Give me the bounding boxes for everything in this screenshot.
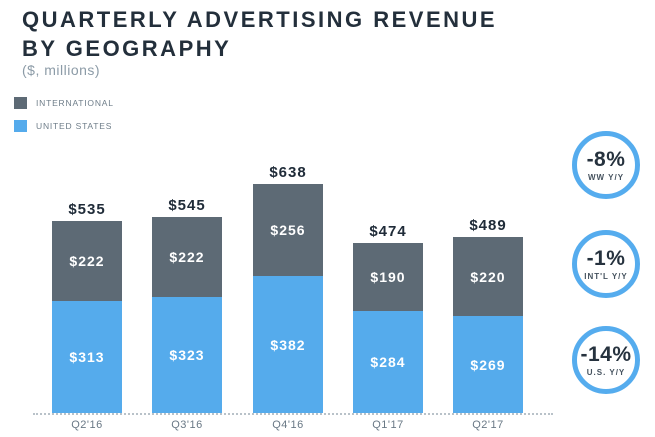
legend-item-united-states: UNITED STATES xyxy=(14,120,114,132)
bar-total-label: $474 xyxy=(369,223,407,240)
badge-label: WW Y/Y xyxy=(587,172,625,182)
bar-total-label: $535 xyxy=(68,201,106,218)
bar-segment-value: $382 xyxy=(270,336,306,353)
bar-segment-international: $256 xyxy=(253,184,323,276)
bar-segment-international: $222 xyxy=(52,221,122,301)
bar-segment-value: $222 xyxy=(169,249,205,265)
legend-label: INTERNATIONAL xyxy=(36,98,114,108)
legend-swatch-icon xyxy=(14,97,27,109)
page-title-line2: BY GEOGRAPHY xyxy=(22,36,232,61)
bar-segment-united-states: $382 xyxy=(253,276,323,413)
badge-label: U.S. Y/Y xyxy=(586,367,626,377)
yoy-badge-ww-y-y: -8% WW Y/Y xyxy=(572,131,640,199)
legend-item-international: INTERNATIONAL xyxy=(14,97,114,109)
bar-segment-value: $220 xyxy=(470,268,506,285)
bar-segment-united-states: $269 xyxy=(453,316,523,413)
page-title-line1: QUARTERLY ADVERTISING REVENUE xyxy=(22,7,498,32)
bar-segment-international: $222 xyxy=(152,217,222,297)
chart-legend: INTERNATIONAL UNITED STATES xyxy=(14,97,114,143)
bar-segment-value: $222 xyxy=(69,253,105,269)
x-axis-label: Q3'16 xyxy=(171,419,203,431)
bar-segment-united-states: $323 xyxy=(152,297,222,413)
bar-segment-value: $284 xyxy=(370,354,406,370)
badge-value: -8% xyxy=(586,147,626,171)
x-axis-line xyxy=(33,413,553,415)
x-axis-label: Q2'16 xyxy=(71,419,103,431)
x-axis-label: Q2'17 xyxy=(472,419,504,431)
yoy-badge-int-l-y-y: -1% INT'L Y/Y xyxy=(572,230,640,298)
bar-total-label: $545 xyxy=(168,197,206,214)
x-axis-label: Q1'17 xyxy=(372,419,404,431)
bar-segment-united-states: $284 xyxy=(353,311,423,413)
badge-value: -14% xyxy=(580,342,632,366)
bar-total-label: $489 xyxy=(469,217,507,234)
badge-label: INT'L Y/Y xyxy=(584,271,628,281)
bar-segment-united-states: $313 xyxy=(52,301,122,413)
bar-segment-value: $323 xyxy=(169,347,205,363)
yoy-badge-u-s-y-y: -14% U.S. Y/Y xyxy=(572,326,640,394)
bar-segment-international: $220 xyxy=(453,237,523,316)
bar-segment-value: $256 xyxy=(270,222,306,238)
chart-units-subtitle: ($, millions) xyxy=(22,62,101,78)
bar-segment-value: $269 xyxy=(470,356,506,373)
bar-total-label: $638 xyxy=(269,164,307,181)
page-title: QUARTERLY ADVERTISING REVENUE BY GEOGRAP… xyxy=(22,5,497,63)
badge-value: -1% xyxy=(586,246,626,270)
legend-label: UNITED STATES xyxy=(36,121,113,131)
bar-segment-value: $313 xyxy=(69,349,105,365)
bar-segment-international: $190 xyxy=(353,243,423,311)
bar-segment-value: $190 xyxy=(370,269,406,285)
x-axis-label: Q4'16 xyxy=(272,419,304,431)
legend-swatch-icon xyxy=(14,120,27,132)
